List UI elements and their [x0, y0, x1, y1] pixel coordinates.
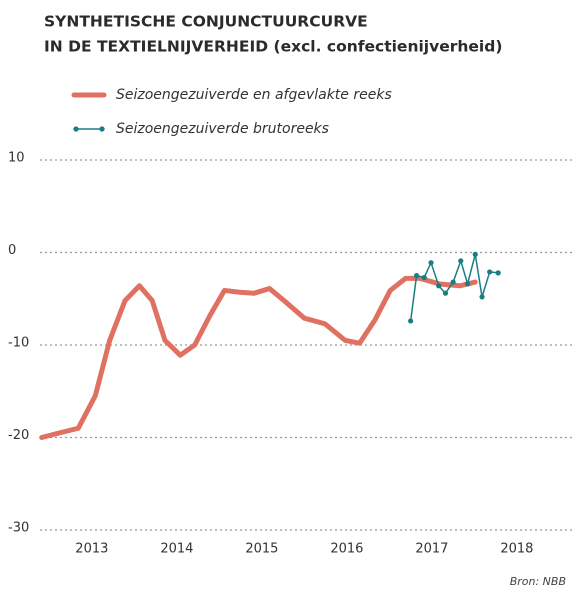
data-point: [458, 258, 464, 264]
data-point: [472, 251, 478, 257]
x-tick-label: 2018: [500, 542, 533, 557]
x-tick-label: 2016: [330, 542, 363, 557]
x-tick-label: 2014: [160, 542, 193, 557]
data-point: [421, 274, 427, 281]
chart-title: IN DE TEXTIELNIJVERHEID (excl. confectie…: [44, 38, 502, 56]
data-point: [487, 269, 493, 275]
series-line: [39, 275, 478, 440]
x-tick-label: 2017: [415, 542, 448, 557]
data-point: [428, 260, 434, 266]
y-tick-label: -30: [8, 521, 29, 536]
x-tick-label: 2013: [75, 542, 108, 557]
legend-label: Seizoengezuiverde en afgevlakte reeks: [116, 87, 392, 103]
data-point: [479, 294, 485, 300]
data-point: [464, 281, 471, 287]
y-tick-label: 0: [8, 243, 16, 258]
x-tick-label: 2015: [245, 542, 278, 557]
data-point: [442, 290, 449, 296]
y-tick-label: 10: [8, 151, 25, 166]
data-point: [408, 318, 414, 324]
source: Bron: NBB: [510, 575, 566, 588]
chart-title: SYNTHETISCHE CONJUNCTUURCURVE: [44, 13, 368, 31]
data-point: [436, 283, 442, 289]
y-tick-label: -20: [8, 428, 29, 443]
data-point: [450, 279, 456, 285]
data-point: [495, 270, 501, 276]
legend-marker: [73, 126, 79, 132]
y-tick-label: -10: [8, 336, 29, 351]
data-point: [413, 273, 420, 279]
legend-marker: [99, 126, 105, 132]
legend-label: Seizoengezuiverde brutoreeks: [116, 121, 329, 137]
